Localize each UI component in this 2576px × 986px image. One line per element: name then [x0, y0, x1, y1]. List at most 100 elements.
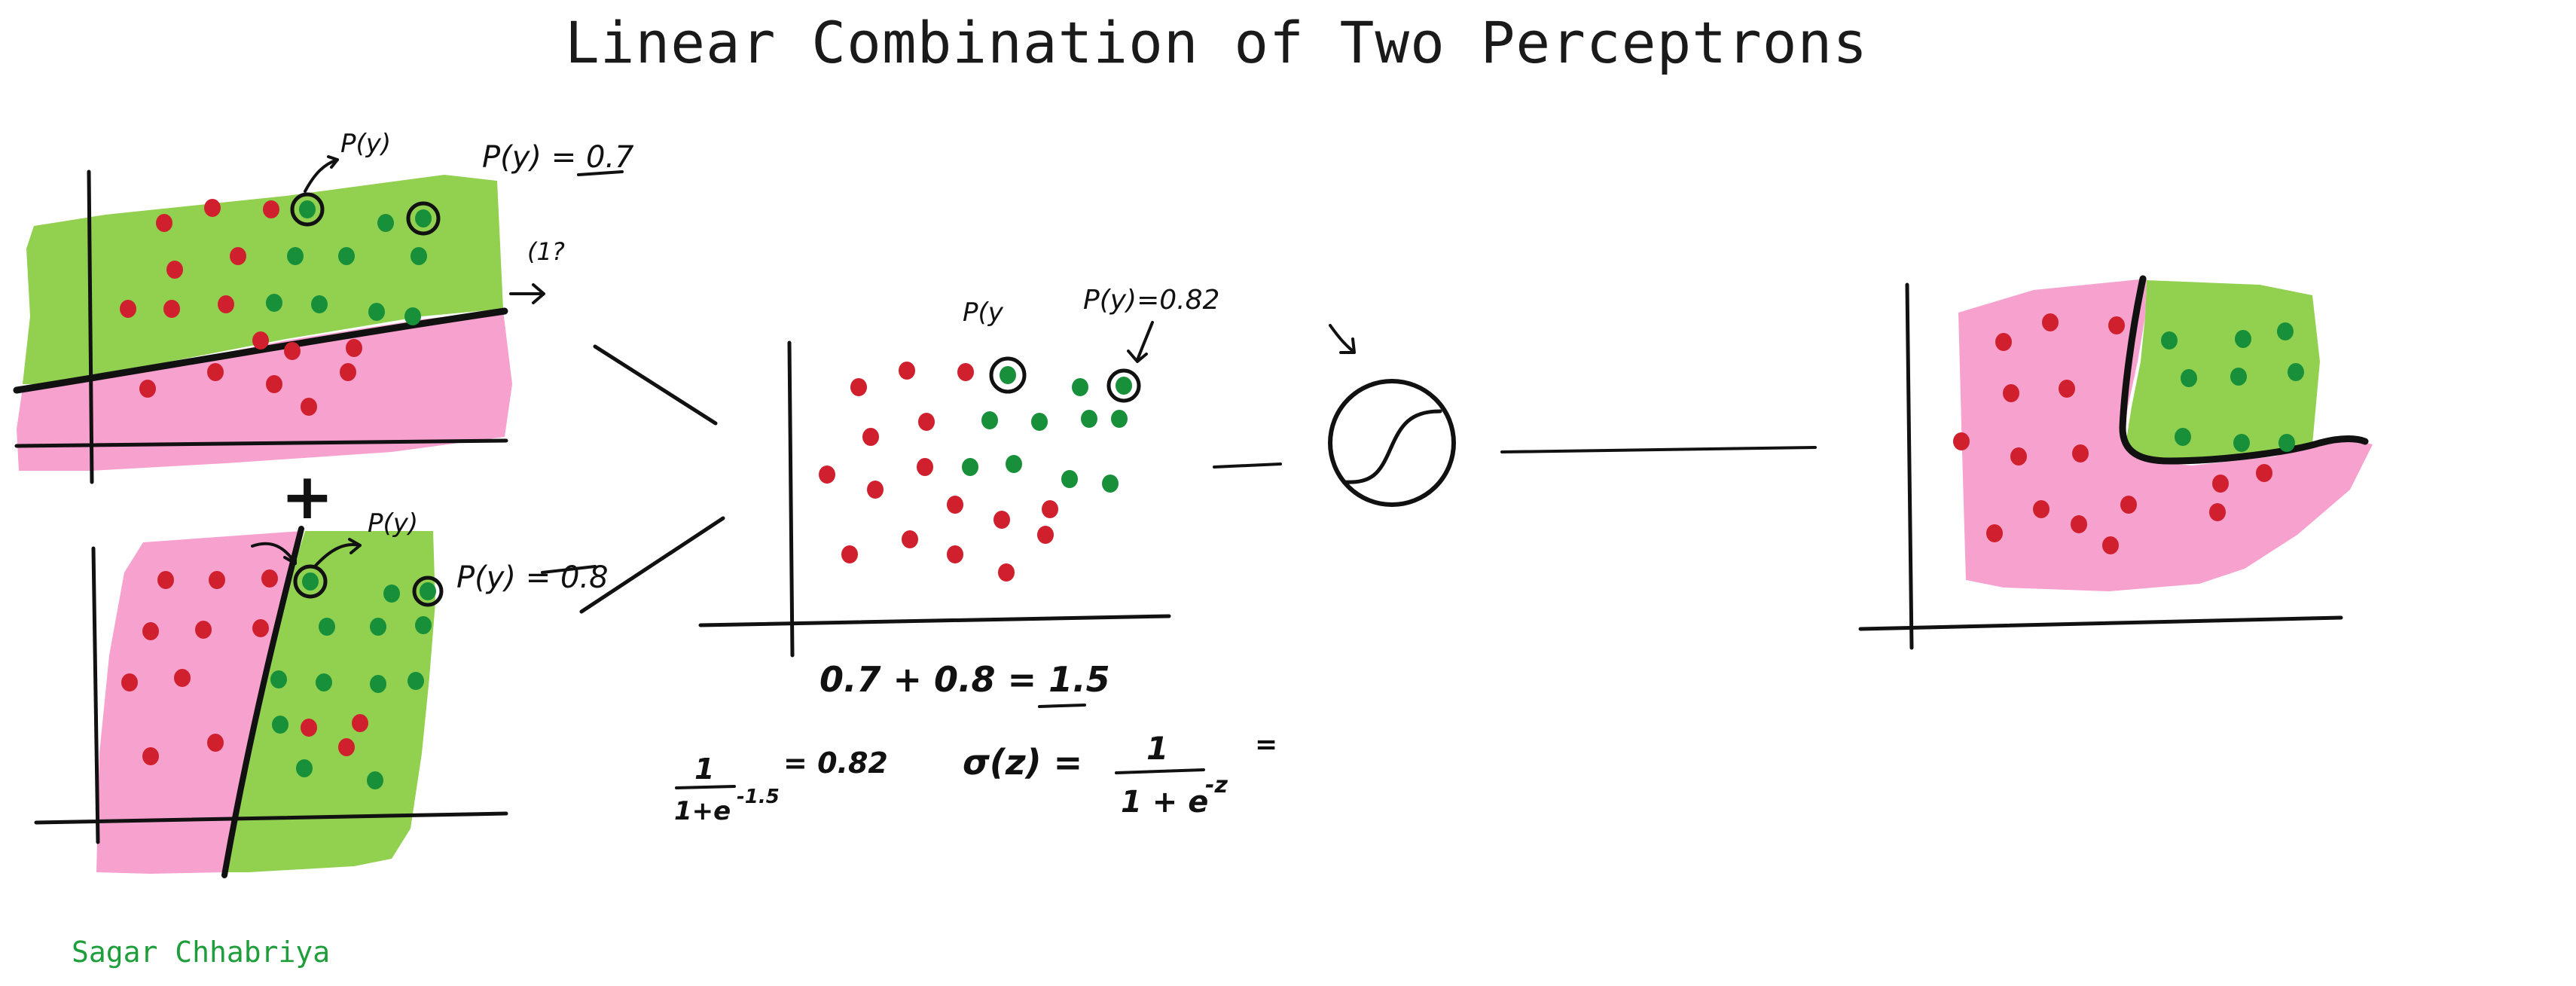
panel-output-red-point	[2256, 464, 2272, 482]
panel-output-green-point	[2161, 331, 2178, 350]
panel-top-red-point	[204, 199, 221, 217]
panel-bottom-green-point	[420, 582, 436, 600]
panel-top-green-point	[266, 294, 282, 312]
panel-top-green-point	[415, 209, 432, 227]
panel-output-red-point	[2071, 515, 2087, 533]
panel-middle-probability-label: P(y)=0.82	[1083, 285, 1219, 316]
panel-output-green-point	[2230, 368, 2247, 386]
sigma-tail: =	[1255, 729, 1277, 760]
panel-bottom-green-point	[383, 585, 400, 603]
panel-middle-red-point	[819, 466, 835, 484]
panel-top-red-point	[340, 363, 356, 381]
sigmoid-eval-numerator: 1	[694, 752, 714, 786]
panel-bottom-green-point	[270, 670, 287, 688]
panel-middle-red-point	[947, 545, 963, 563]
panel-output-red-point	[1995, 333, 2012, 351]
panel-bottom-arrow-out	[313, 538, 362, 568]
sigmoid-eval-result: = 0.82	[783, 746, 888, 780]
panel-top-arrow-head	[327, 155, 339, 169]
panel-top-py-label: P(y)	[340, 129, 391, 159]
panel-output-green-point	[2278, 434, 2295, 452]
panel-top-red-point	[218, 295, 234, 313]
panel-middle-highlight-ring-2	[1106, 368, 1141, 403]
panel-bottom-red-point	[195, 621, 212, 639]
panel-top-red-point	[252, 331, 269, 350]
connector-middle-to-sigmoid	[1213, 462, 1282, 469]
panel-top-red-point	[156, 214, 172, 232]
sigma-exponent: -z	[1205, 772, 1228, 798]
panel-output-red-point	[2072, 444, 2089, 462]
panel-output-decision-boundary	[2119, 275, 2369, 465]
panel-top-red-point	[346, 339, 362, 357]
panel-output-red-point	[2108, 316, 2125, 334]
panel-bottom-py-label: P(y)	[368, 508, 418, 539]
sigmoid-node	[1328, 324, 1456, 507]
panel-output-green-region	[2126, 280, 2320, 462]
panel-middle-red-point	[947, 496, 963, 514]
panel-middle-green-point	[1072, 378, 1088, 396]
sigmoid-definition: σ(z) = 1 1 + e -z =	[963, 729, 1277, 820]
panel-bottom-red-point	[252, 619, 269, 637]
panel-middle-red-point	[1042, 500, 1058, 518]
panel-bottom-green-point	[302, 572, 319, 591]
panel-output-red-point	[2120, 496, 2137, 514]
panel-top-edge-label: (1?	[527, 237, 565, 266]
panel-top-red-point	[207, 363, 224, 381]
panel-bottom-green-point	[415, 616, 432, 634]
panel-output-red-point	[2033, 500, 2050, 518]
panel-middle-x-axis	[698, 614, 1171, 627]
panel-top-decision-boundary	[13, 307, 508, 394]
panel-middle-green-point	[962, 458, 978, 476]
panel-output-red-point	[2010, 447, 2027, 466]
panel-output-x-axis	[1858, 615, 2343, 631]
panel-output-green-point	[2288, 363, 2304, 381]
panel-middle-green-point	[1081, 410, 1097, 428]
panel-middle-red-point	[867, 481, 884, 499]
panel-top-green-point	[368, 303, 385, 321]
panel-middle-points	[819, 362, 1132, 582]
panel-middle-green-point	[1111, 410, 1128, 428]
panel-top-highlight-ring-1	[290, 192, 325, 227]
panel-middle-green-point	[981, 411, 998, 429]
panel-middle-red-point	[918, 413, 935, 431]
sigmoid-node-circle	[1328, 379, 1456, 507]
sigma-denominator: 1 + e	[1121, 785, 1208, 820]
sigma-numerator: 1	[1146, 730, 1168, 767]
panel-bottom-arrow-in	[251, 542, 297, 565]
sigmoid-eval-fraction-bar	[675, 785, 736, 789]
panel-top-green-point	[404, 307, 421, 325]
panel-output-red-point	[2212, 475, 2229, 493]
panel-middle-red-point	[899, 362, 915, 380]
panel-top-highlight-ring-2	[406, 201, 441, 236]
panel-bottom-red-point	[174, 669, 191, 687]
panel-bottom-red-point	[207, 734, 224, 752]
panel-top-pink-region	[17, 310, 512, 471]
panel-bottom-red-point	[142, 747, 159, 765]
panel-middle-green-point	[1116, 377, 1132, 395]
panel-output-red-point	[2003, 384, 2019, 402]
sum-result-underline	[1038, 704, 1086, 708]
panel-top-red-point	[301, 398, 317, 416]
panel-middle-combined: P(y P(y)=0.82	[698, 285, 1219, 658]
panel-top-green-point	[411, 247, 427, 265]
panel-bottom-green-point	[370, 618, 386, 636]
panel-output-red-point	[2209, 503, 2226, 521]
panel-output-green-point	[2181, 369, 2197, 387]
panel-bottom-red-point	[142, 622, 159, 640]
panel-middle-highlight-ring-1	[989, 356, 1027, 394]
panel-middle-red-point	[998, 563, 1015, 582]
panel-bottom-green-point	[319, 618, 335, 636]
panel-middle-red-point	[993, 511, 1010, 529]
panel-middle-red-point	[917, 458, 933, 476]
panel-output-red-point	[2059, 380, 2075, 398]
sigmoid-node-arrow	[1329, 324, 1356, 354]
sigma-fraction-bar	[1115, 768, 1205, 774]
sum-equation: 0.7 + 0.8 = 1.5	[819, 659, 1110, 700]
panel-top-probability-label: P(y) = 0.7	[482, 140, 634, 175]
panel-top-green-point	[299, 200, 316, 218]
panel-top-red-point	[163, 300, 180, 318]
connector-sigmoid-to-output	[1500, 446, 1817, 453]
panel-bottom-red-point	[301, 719, 317, 737]
sigmoid-eval-denominator: 1+e	[674, 796, 731, 826]
panel-bottom-red-point	[352, 714, 368, 732]
